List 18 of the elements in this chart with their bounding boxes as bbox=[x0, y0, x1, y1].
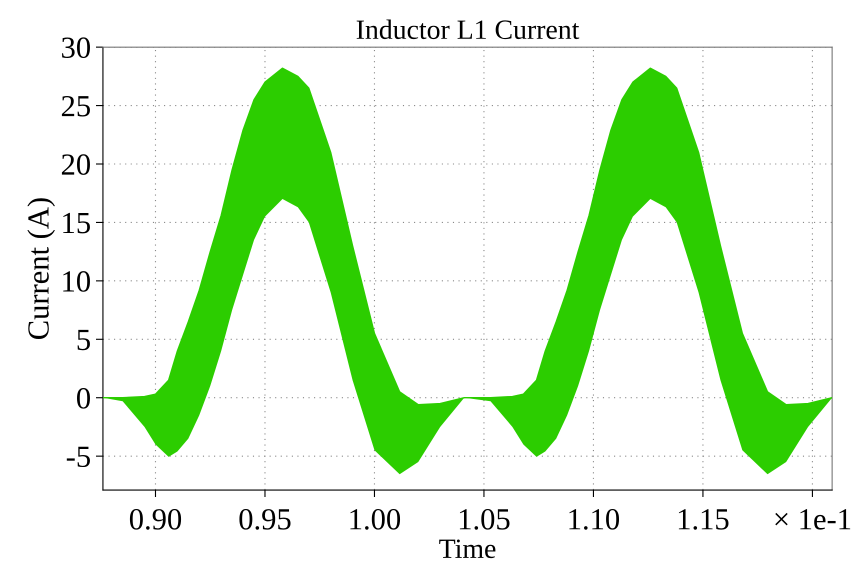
x-axis-title: Time bbox=[439, 539, 496, 558]
x-tick-label: 0.90 bbox=[130, 508, 182, 530]
x-tick-label: 1.10 bbox=[569, 508, 620, 530]
y-tick-label: 10 bbox=[63, 271, 90, 292]
y-tick-label: 5 bbox=[78, 330, 90, 350]
x-tick-label: 0.95 bbox=[239, 508, 291, 530]
y-tick-label: 20 bbox=[62, 154, 90, 175]
y-tick-label: 0 bbox=[77, 388, 90, 409]
y-axis-title: Current (A) bbox=[27, 198, 56, 340]
x-tick-label: 1.05 bbox=[460, 508, 510, 530]
x-tick-label: 1.00 bbox=[350, 508, 400, 530]
y-tick-label: 25 bbox=[62, 96, 90, 116]
chart-title: Inductor L1 Current bbox=[356, 20, 580, 40]
y-tick-label: 30 bbox=[62, 37, 90, 58]
x-tick-label: 1.15 bbox=[678, 509, 728, 530]
y-tick-label: -5 bbox=[66, 446, 90, 468]
y-tick-label: 15 bbox=[63, 212, 90, 234]
x-tick-label: × 1e-1 bbox=[775, 509, 850, 530]
